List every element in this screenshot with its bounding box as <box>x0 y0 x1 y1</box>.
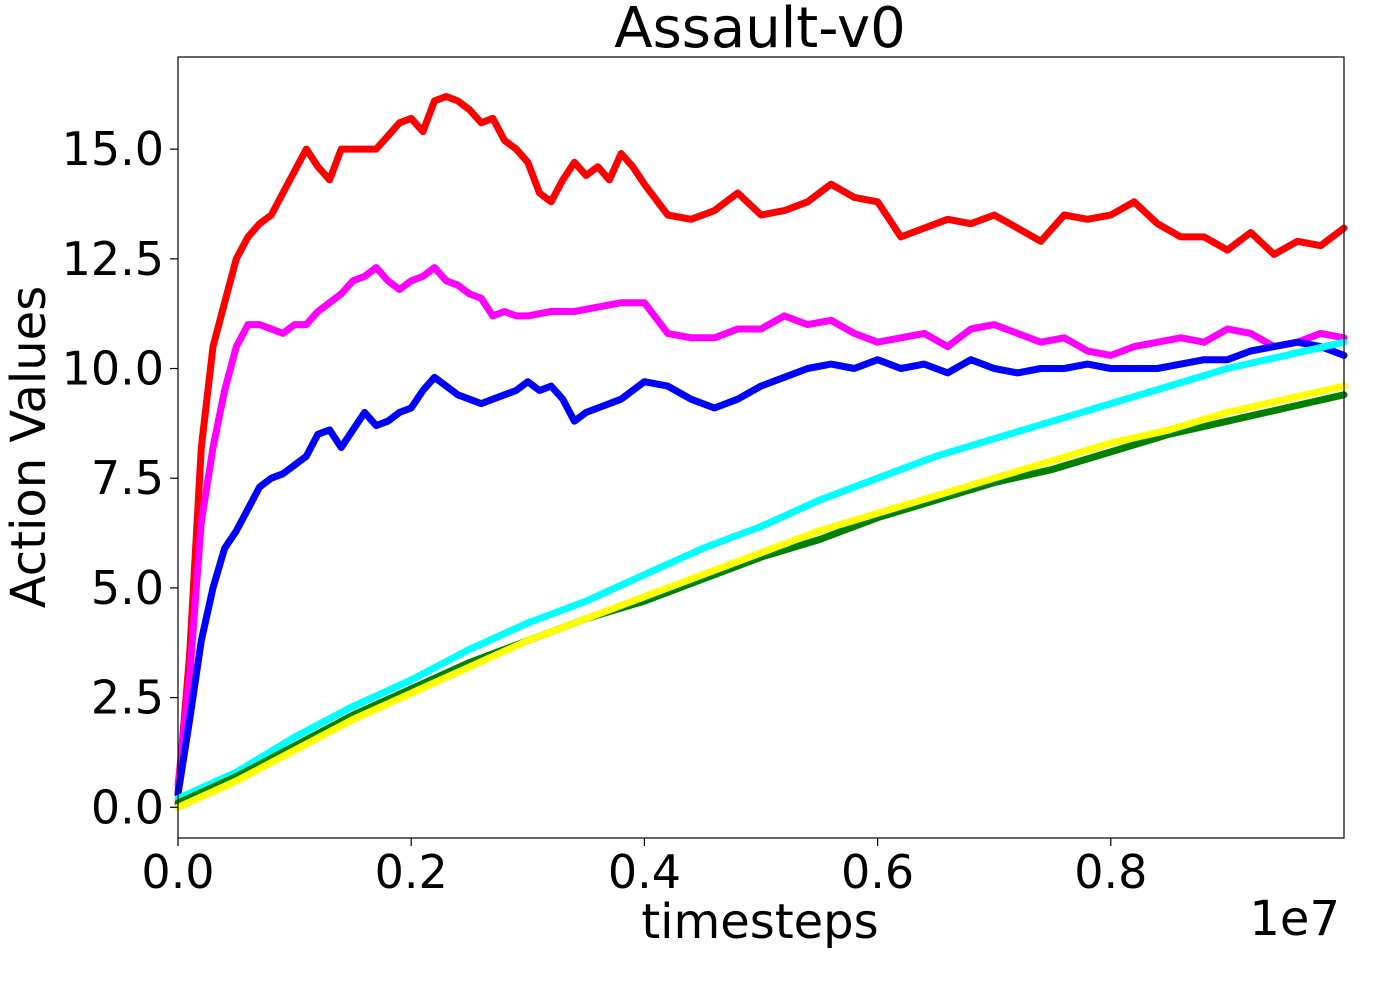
y-axis-label: Action Values <box>1 286 57 608</box>
x-tick-label: 0.2 <box>375 845 448 899</box>
x-axis-offset-text: 1e7 <box>1249 891 1340 947</box>
x-axis-label: timesteps <box>641 894 878 950</box>
y-tick-label: 5.0 <box>91 561 164 615</box>
series-line-2 <box>174 264 1348 789</box>
y-axis-ticks: 0.0 2.5 5.0 7.5 10.0 12.5 15.0 <box>62 122 178 834</box>
series-layer <box>174 93 1348 811</box>
y-tick-label: 7.5 <box>91 451 164 505</box>
x-tick-label: 0.6 <box>841 845 914 899</box>
y-tick-label: 12.5 <box>62 232 164 286</box>
y-tick-label: 15.0 <box>62 122 164 176</box>
x-tick-label: 0.8 <box>1074 845 1147 899</box>
series-line-5 <box>174 391 1348 807</box>
x-tick-label: 0.4 <box>608 845 681 899</box>
x-axis-ticks: 0.0 0.2 0.4 0.6 0.8 <box>141 838 1147 899</box>
x-tick-label: 0.0 <box>141 845 214 899</box>
chart-title: Assault-v0 <box>614 0 905 61</box>
y-tick-label: 2.5 <box>91 671 164 725</box>
series-line-1 <box>174 93 1348 798</box>
series-line-3 <box>174 338 1348 798</box>
series-line-4 <box>174 338 1348 802</box>
y-tick-label: 10.0 <box>62 342 164 396</box>
y-tick-label: 0.0 <box>91 780 164 834</box>
plot-frame <box>177 56 1345 839</box>
series-line-6 <box>174 382 1348 811</box>
